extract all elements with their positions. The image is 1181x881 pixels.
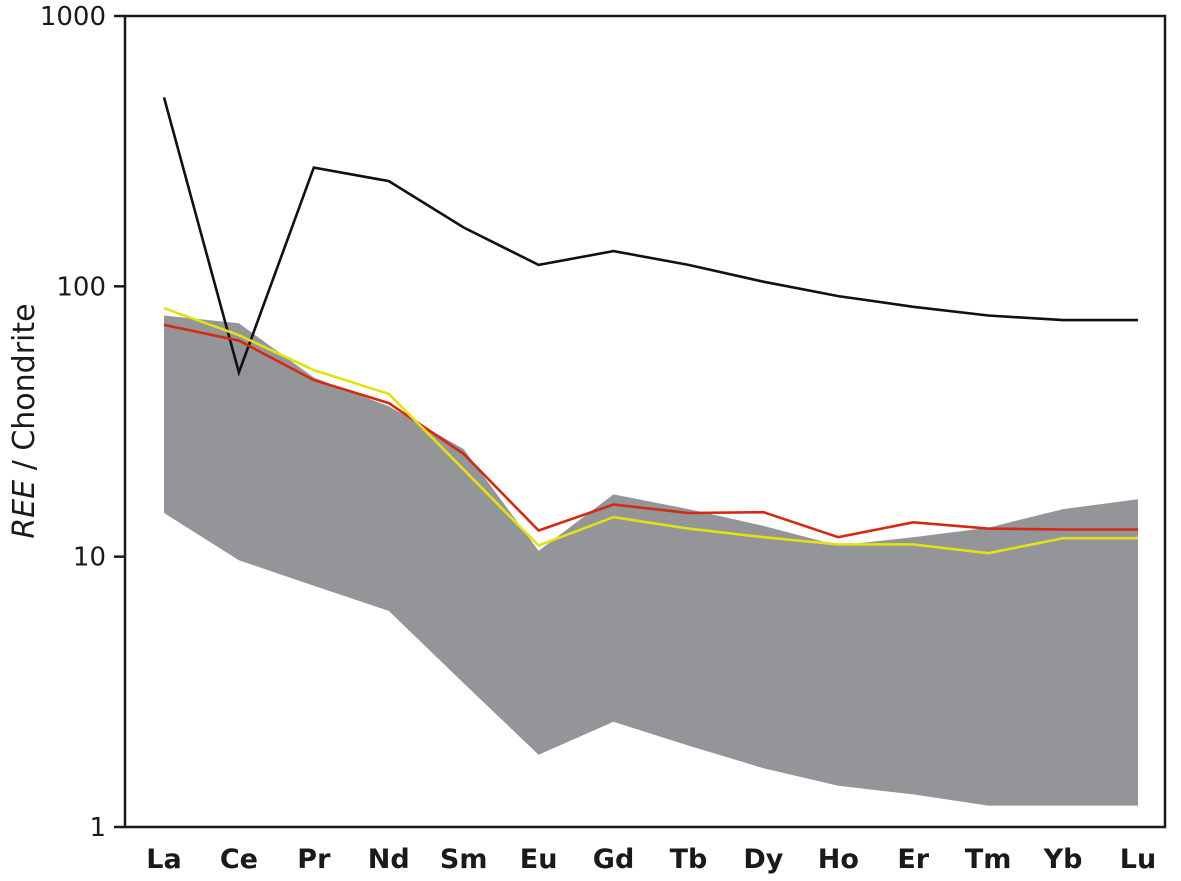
series-line-2 <box>163 323 1138 539</box>
y-tick-label: 100 <box>56 272 106 302</box>
y-tick-label: 10 <box>73 543 106 573</box>
x-axis: La Ce Pr Nd Sm Eu Gd Tb Dy Ho Er Tm Yb Lu <box>146 844 1156 875</box>
x-tick-label: Gd <box>593 844 635 875</box>
range-band-layer <box>164 315 1138 806</box>
y-axis: 1 10 100 1000 <box>40 2 125 843</box>
y-axis-label: REE / Chondrite <box>7 303 42 538</box>
y-axis-label-rest: / Chondrite <box>7 303 42 479</box>
series-line-1 <box>162 97 1138 377</box>
x-tick-label: Eu <box>520 844 558 875</box>
series-line-3 <box>163 306 1138 555</box>
x-tick-label: Ce <box>220 844 258 875</box>
x-tick-label: Er <box>897 844 929 875</box>
x-tick-label: Dy <box>743 844 783 875</box>
x-tick-label: Tb <box>670 844 708 875</box>
x-tick-label: Tm <box>965 844 1012 875</box>
y-tick-label: 1000 <box>40 2 106 32</box>
range-band <box>164 315 1138 806</box>
x-tick-label: Sm <box>440 844 488 875</box>
x-tick-label: Lu <box>1120 844 1156 875</box>
x-tick-label: La <box>146 844 181 875</box>
x-tick-label: Ho <box>818 844 859 875</box>
x-tick-label: Nd <box>368 844 410 875</box>
y-tick-label: 1 <box>89 813 106 843</box>
series-layer <box>162 97 1138 555</box>
y-axis-label-italic: REE <box>7 480 42 539</box>
plot-frame <box>123 14 1167 829</box>
x-tick-label: Pr <box>297 844 331 875</box>
x-tick-label: Yb <box>1043 844 1083 875</box>
